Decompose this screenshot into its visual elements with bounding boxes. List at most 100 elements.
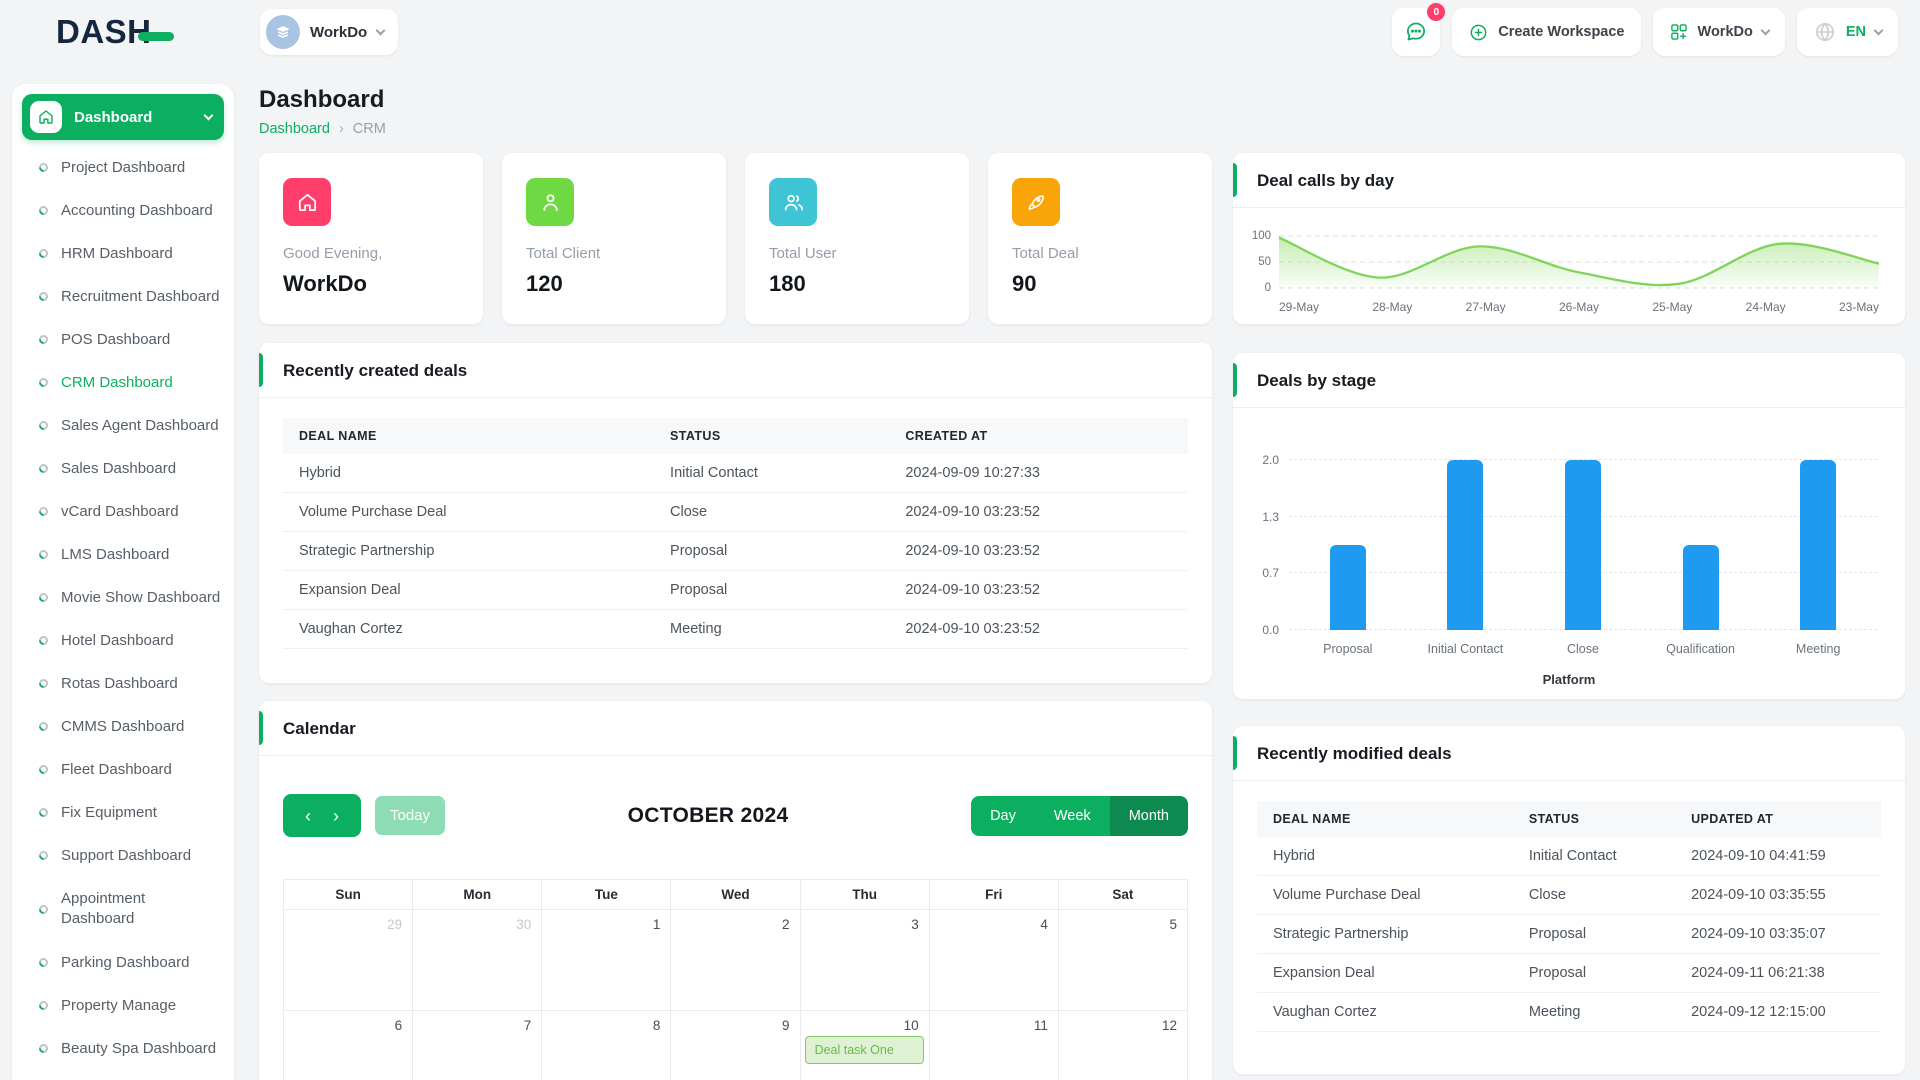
x-tick-label: 27-May bbox=[1465, 300, 1506, 314]
workspace-menu-button[interactable]: WorkDo bbox=[1652, 8, 1785, 56]
breadcrumb-dashboard[interactable]: Dashboard bbox=[259, 121, 330, 137]
today-button[interactable]: Today bbox=[375, 796, 446, 835]
stat-cards: Good Evening, WorkDo Total Client 120 Total … bbox=[259, 153, 1212, 324]
table-row: Expansion Deal Proposal 2024-09-10 03:23:5… bbox=[283, 570, 1188, 610]
sidebar-item-label: Rotas Dashboard bbox=[61, 675, 178, 692]
table-cell: Vaughan Cortez bbox=[1257, 992, 1513, 1032]
calendar-date-number: 8 bbox=[652, 1018, 661, 1033]
sidebar-item-fix-equipment[interactable]: Fix Equipment bbox=[12, 791, 234, 834]
user-icon bbox=[526, 178, 574, 226]
calendar-day-cell[interactable]: 5 bbox=[1057, 909, 1189, 1011]
circle-bullet-icon bbox=[37, 720, 50, 733]
sidebar-item-lms-dashboard[interactable]: LMS Dashboard bbox=[12, 533, 234, 576]
calendar-day-header: Sun bbox=[282, 879, 414, 910]
sidebar-item-recruitment-dashboard[interactable]: Recruitment Dashboard bbox=[12, 275, 234, 318]
recently-modified-deals-panel: Recently modified deals DEAL NAME STATUS U… bbox=[1233, 726, 1905, 1074]
sidebar-item-label: Recruitment Dashboard bbox=[61, 288, 220, 305]
panel-title: Deals by stage bbox=[1233, 353, 1905, 408]
bar-column bbox=[1289, 460, 1407, 630]
sidebar-item-label: Parking Dashboard bbox=[61, 954, 190, 971]
calendar-day-cell[interactable]: 4 bbox=[928, 909, 1059, 1011]
table-cell: 2024-09-10 03:35:07 bbox=[1675, 914, 1881, 954]
chevron-left-icon[interactable]: ‹ bbox=[305, 805, 311, 826]
calendar-day-cell[interactable]: 10 Deal task One bbox=[799, 1010, 930, 1080]
sidebar-item-facilities-dashboard[interactable]: Facilities Dashboard bbox=[12, 1070, 234, 1080]
calendar-day-cell[interactable]: 11 bbox=[928, 1010, 1059, 1080]
column-header: STATUS bbox=[1512, 801, 1676, 837]
x-tick-label: Close bbox=[1567, 642, 1599, 656]
globe-icon bbox=[1815, 23, 1834, 41]
y-tick-label: 2.0 bbox=[1262, 453, 1279, 467]
calendar-event[interactable]: Deal task One bbox=[804, 1036, 924, 1064]
sidebar-item-hrm-dashboard[interactable]: HRM Dashboard bbox=[12, 232, 234, 275]
chat-icon bbox=[1407, 22, 1426, 41]
sidebar-item-support-dashboard[interactable]: Support Dashboard bbox=[12, 834, 234, 877]
calendar-week-row: 6 7 8 9 10 Deal task One 11 12 bbox=[282, 1010, 1189, 1080]
calendar-day-cell[interactable]: 3 bbox=[799, 909, 930, 1011]
calendar-day-cell[interactable]: 7 bbox=[412, 1010, 543, 1080]
sidebar-item-accounting-dashboard[interactable]: Accounting Dashboard bbox=[12, 189, 234, 232]
workspace-menu-label: WorkDo bbox=[1697, 24, 1753, 40]
calendar-view-month-button[interactable]: Month bbox=[1109, 795, 1188, 836]
sidebar-item-cmms-dashboard[interactable]: CMMS Dashboard bbox=[12, 705, 234, 748]
sidebar-item-vcard-dashboard[interactable]: vCard Dashboard bbox=[12, 490, 234, 533]
calendar-date-number: 4 bbox=[1040, 917, 1048, 932]
sidebar-item-hotel-dashboard[interactable]: Hotel Dashboard bbox=[12, 619, 234, 662]
circle-bullet-icon bbox=[37, 376, 50, 389]
sidebar-item-label: LMS Dashboard bbox=[61, 546, 170, 563]
calendar-day-cell[interactable]: 12 bbox=[1057, 1010, 1189, 1080]
table-cell: Proposal bbox=[654, 531, 890, 571]
calendar-day-cell[interactable]: 8 bbox=[541, 1010, 672, 1080]
calendar-day-cell[interactable]: 2 bbox=[670, 909, 801, 1011]
stat-card-value: WorkDo bbox=[283, 271, 367, 296]
table-cell: Volume Purchase Deal bbox=[1257, 875, 1513, 915]
table-row: Vaughan Cortez Meeting 2024-09-12 12:15:00 bbox=[1257, 992, 1881, 1032]
table-row: Volume Purchase Deal Close 2024-09-10 03:2… bbox=[283, 492, 1188, 532]
create-workspace-label: Create Workspace bbox=[1498, 24, 1625, 40]
calendar-day-cell[interactable]: 29 bbox=[282, 909, 414, 1011]
sidebar-item-crm-dashboard[interactable]: CRM Dashboard bbox=[12, 361, 234, 404]
sidebar-group-dashboard[interactable]: Dashboard bbox=[22, 94, 224, 140]
sidebar-item-pos-dashboard[interactable]: POS Dashboard bbox=[12, 318, 234, 361]
sidebar-item-label: Sales Agent Dashboard bbox=[61, 417, 219, 434]
sidebar-item-movie-show-dashboard[interactable]: Movie Show Dashboard bbox=[12, 576, 234, 619]
table-cell: 2024-09-09 10:27:33 bbox=[889, 454, 1188, 493]
sidebar-item-property-manage[interactable]: Property Manage bbox=[12, 984, 234, 1027]
table-cell: Close bbox=[1512, 875, 1676, 915]
calendar-day-cell[interactable]: 9 bbox=[670, 1010, 801, 1080]
create-workspace-button[interactable]: Create Workspace bbox=[1452, 8, 1641, 56]
table-cell: Vaughan Cortez bbox=[283, 609, 655, 649]
sidebar-item-appointment-dashboard[interactable]: Appointment Dashboard bbox=[12, 877, 234, 941]
calendar-view-day-button[interactable]: Day bbox=[971, 795, 1035, 836]
calendar-date-number: 3 bbox=[911, 917, 919, 932]
sidebar-item-parking-dashboard[interactable]: Parking Dashboard bbox=[12, 941, 234, 984]
x-tick-label: Qualification bbox=[1666, 642, 1735, 656]
sidebar-item-label: Beauty Spa Dashboard bbox=[61, 1040, 217, 1057]
calendar-day-cell[interactable]: 6 bbox=[282, 1010, 414, 1080]
calendar-date-number: 1 bbox=[652, 917, 661, 932]
calendar-view-week-button[interactable]: Week bbox=[1034, 795, 1110, 836]
sidebar-item-project-dashboard[interactable]: Project Dashboard bbox=[12, 146, 234, 189]
sidebar-item-beauty-spa-dashboard[interactable]: Beauty Spa Dashboard bbox=[12, 1027, 234, 1070]
calendar-day-cell[interactable]: 30 bbox=[412, 909, 543, 1011]
table-cell: 2024-09-10 03:23:52 bbox=[889, 570, 1188, 610]
x-tick-label: 26-May bbox=[1558, 300, 1599, 314]
sidebar-item-sales-dashboard[interactable]: Sales Dashboard bbox=[12, 447, 234, 490]
sidebar-item-sales-agent-dashboard[interactable]: Sales Agent Dashboard bbox=[12, 404, 234, 447]
sidebar-item-rotas-dashboard[interactable]: Rotas Dashboard bbox=[12, 662, 234, 705]
notifications-button[interactable]: 0 bbox=[1392, 3, 1446, 56]
table-row: Vaughan Cortez Meeting 2024-09-10 03:23:52 bbox=[283, 609, 1188, 649]
chevron-right-icon[interactable]: › bbox=[333, 805, 339, 826]
table-row: Strategic Partnership Proposal 2024-09-10 … bbox=[1257, 914, 1881, 954]
sidebar-item-label: CRM Dashboard bbox=[61, 374, 173, 391]
sidebar-item-label: Fleet Dashboard bbox=[61, 761, 172, 778]
circle-bullet-icon bbox=[37, 591, 50, 604]
circle-bullet-icon bbox=[37, 956, 50, 969]
workspace-switcher[interactable]: WorkDo bbox=[260, 9, 399, 55]
language-selector[interactable]: EN bbox=[1796, 8, 1898, 56]
calendar-day-cell[interactable]: 1 bbox=[541, 909, 672, 1011]
sidebar-item-fleet-dashboard[interactable]: Fleet Dashboard bbox=[12, 748, 234, 791]
app-logo: DASH bbox=[56, 13, 260, 51]
sidebar-item-label: Accounting Dashboard bbox=[61, 202, 213, 219]
stat-card: Total Client 120 bbox=[502, 153, 726, 324]
